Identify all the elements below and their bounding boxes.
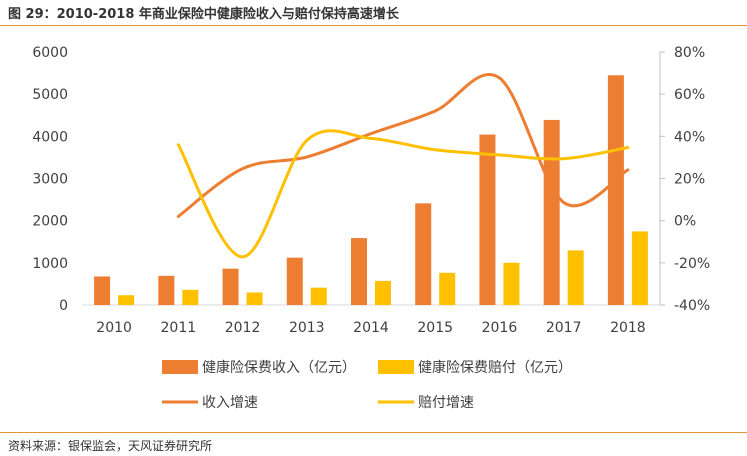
revenue-bar xyxy=(286,257,303,305)
left-tick-label: 5000 xyxy=(32,87,68,103)
right-tick-label: 40% xyxy=(674,129,705,145)
revenue-bar xyxy=(607,75,624,305)
title-divider xyxy=(0,25,747,26)
x-tick-label: 2014 xyxy=(353,320,389,336)
payout-bar xyxy=(631,231,648,305)
x-tick-label: 2013 xyxy=(289,320,325,336)
revenue-growth-line xyxy=(176,73,630,218)
payout-bar xyxy=(310,287,327,305)
bars xyxy=(94,75,648,305)
x-tick-label: 2011 xyxy=(161,320,197,336)
payout-bar xyxy=(118,295,135,305)
payout-bar xyxy=(567,250,584,305)
payout-bar xyxy=(439,272,456,305)
legend-swatch xyxy=(378,360,414,374)
x-tick-label: 2017 xyxy=(546,320,582,336)
revenue-bar xyxy=(351,238,367,305)
left-tick-label: 0 xyxy=(59,298,68,314)
left-tick-label: 6000 xyxy=(32,45,68,61)
revenue-bar xyxy=(94,276,111,305)
x-tick-label: 2015 xyxy=(417,320,453,336)
right-axis: -40% -20% 0% 20% 40% 60% 80% xyxy=(659,45,710,314)
revenue-bar xyxy=(415,203,432,305)
x-axis-labels: 2010 2011 2012 2013 2014 2015 2016 2017 2018 xyxy=(96,320,645,336)
legend-label: 收入增速 xyxy=(202,395,258,411)
right-tick-label: 80% xyxy=(674,45,705,61)
footer-divider xyxy=(0,432,747,433)
growth-lines xyxy=(176,73,630,259)
figure-title: 图 29：2010-2018 年商业保险中健康险收入与赔付保持高速增长 xyxy=(8,7,399,22)
payout-bar xyxy=(246,292,263,305)
left-tick-label: 4000 xyxy=(32,129,68,145)
payout-growth-line xyxy=(176,129,630,259)
combo-chart: 0 1000 2000 3000 4000 5000 6000 -40% -20% 0% 20% 4… xyxy=(32,45,710,411)
revenue-bar xyxy=(543,119,560,305)
left-tick-label: 2000 xyxy=(32,214,68,230)
right-tick-label: -20% xyxy=(674,256,710,272)
revenue-bar xyxy=(158,275,175,305)
x-tick-label: 2016 xyxy=(482,320,518,336)
payout-bar xyxy=(182,289,199,305)
legend-label: 健康险保费收入（亿元） xyxy=(202,359,356,376)
right-tick-label: 0% xyxy=(674,214,696,230)
x-tick-label: 2010 xyxy=(96,320,132,336)
right-tick-label: 20% xyxy=(674,172,705,188)
left-axis-labels: 0 1000 2000 3000 4000 5000 6000 xyxy=(32,45,68,314)
legend-label: 健康险保费赔付（亿元） xyxy=(418,359,572,376)
right-tick-label: -40% xyxy=(674,298,710,314)
x-tick-label: 2012 xyxy=(225,320,261,336)
legend-label: 赔付增速 xyxy=(418,395,474,411)
payout-bar xyxy=(503,262,520,305)
payout-bar xyxy=(375,280,391,305)
legend: 健康险保费收入（亿元） 健康险保费赔付（亿元） 收入增速 赔付增速 xyxy=(162,359,572,411)
right-tick-label: 60% xyxy=(674,87,705,103)
revenue-bar xyxy=(479,134,496,305)
left-tick-label: 3000 xyxy=(32,172,68,188)
source-note: 资料来源：银保监会，天风证券研究所 xyxy=(8,439,213,453)
left-tick-label: 1000 xyxy=(32,256,68,272)
revenue-bar xyxy=(222,268,239,305)
x-tick-label: 2018 xyxy=(610,320,646,336)
legend-swatch xyxy=(162,360,198,374)
